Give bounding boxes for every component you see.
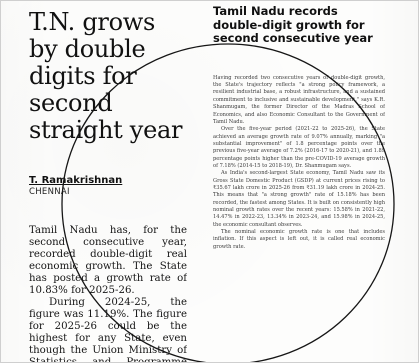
right-headline: Tamil Nadu records double-digit growth f… xyxy=(213,5,373,46)
right-paragraph-2: Over the five-year period (2021-22 to 20… xyxy=(213,126,385,169)
dateline: CHENNAI xyxy=(29,187,70,197)
left-headline: T.N. grows by double digits for second s… xyxy=(29,9,183,144)
right-article-body: Having recorded two consecutive years of… xyxy=(213,75,385,251)
right-paragraph-1: Having recorded two consecutive years of… xyxy=(213,74,385,125)
left-article: T.N. grows by double digits for second s… xyxy=(29,9,187,363)
left-paragraph-1: Tamil Nadu has, for the second consecuti… xyxy=(29,225,187,296)
right-article: Tamil Nadu records double-digit growth f… xyxy=(213,5,385,362)
right-paragraph-4: The nominal economic growth rate is one … xyxy=(213,229,385,250)
byline: T. Ramakrishnan xyxy=(29,175,123,186)
left-paragraph-2: During 2024-25, the figure was 11.19%. T… xyxy=(29,297,187,363)
left-article-body: Tamil Nadu has, for the second consecuti… xyxy=(29,225,187,363)
right-paragraph-3: As India's second-largest State economy,… xyxy=(213,170,385,228)
